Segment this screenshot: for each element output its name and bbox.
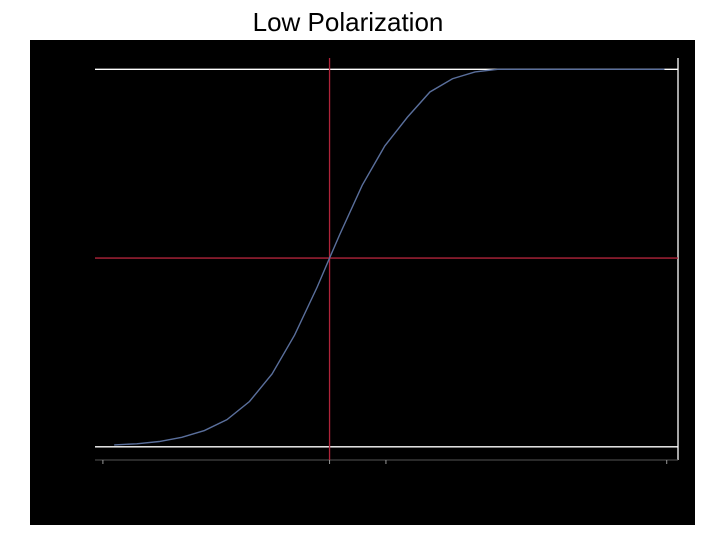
plot-background (30, 40, 695, 525)
series-line (114, 68, 665, 446)
chart-title: Low Polarization (253, 7, 444, 37)
